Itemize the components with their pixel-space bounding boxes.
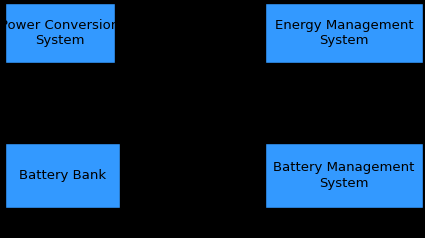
Text: Power Conversion
System: Power Conversion System — [0, 19, 119, 47]
Text: Battery Management
System: Battery Management System — [273, 162, 415, 189]
FancyBboxPatch shape — [5, 143, 120, 208]
FancyBboxPatch shape — [265, 3, 423, 63]
FancyBboxPatch shape — [5, 3, 115, 63]
Text: Energy Management
System: Energy Management System — [275, 19, 413, 47]
FancyBboxPatch shape — [265, 143, 423, 208]
Text: Battery Bank: Battery Bank — [19, 169, 106, 182]
